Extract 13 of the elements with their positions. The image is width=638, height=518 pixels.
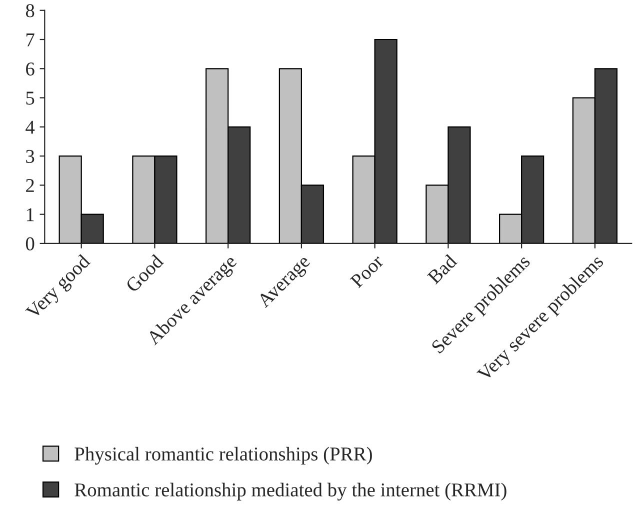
y-tick-label: 2 <box>26 179 34 192</box>
y-tick-label: 6 <box>26 62 34 76</box>
legend-label: Romantic relationship mediated by the internet (RRMI) <box>74 482 506 500</box>
x-tick-label: Poor <box>350 254 384 288</box>
legend-label: Physical romantic relationships (PRR) <box>74 446 372 465</box>
y-tick-label: 5 <box>26 92 34 105</box>
y-tick-label: 8 <box>26 4 34 18</box>
y-tick-label: 7 <box>26 34 34 46</box>
y-tick-label: 4 <box>26 120 35 134</box>
x-tick-label: Bad <box>426 253 458 285</box>
y-tick-label: 3 <box>26 150 34 163</box>
y-tick-label: 0 <box>26 237 34 250</box>
y-tick-label: 1 <box>26 208 34 222</box>
